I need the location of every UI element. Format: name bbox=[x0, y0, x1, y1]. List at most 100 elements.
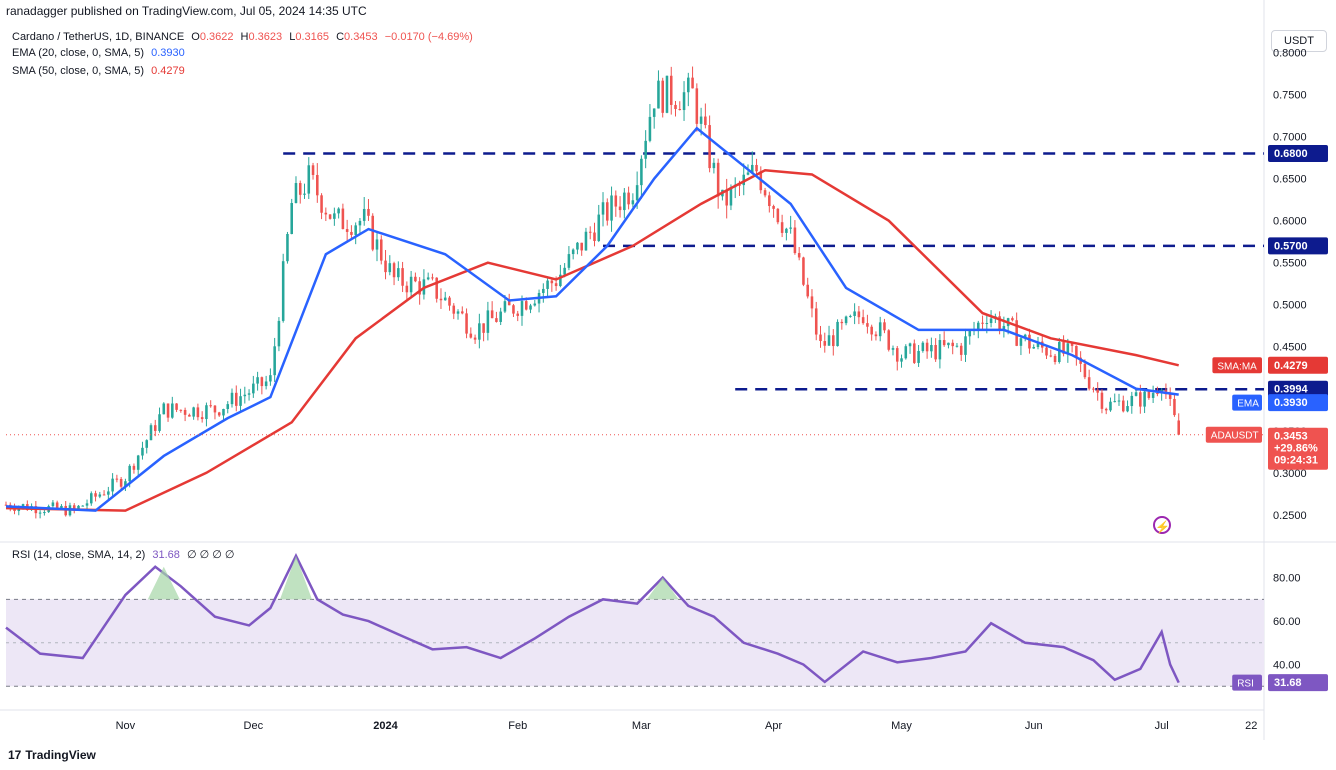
candle-body bbox=[111, 478, 114, 492]
sma-legend[interactable]: SMA (50, close, 0, SMA, 5) 0.4279 bbox=[12, 65, 185, 77]
candle-body bbox=[682, 92, 686, 111]
change-value: −0.0170 (−4.69%) bbox=[384, 31, 473, 43]
symbol-name[interactable]: Cardano / TetherUS, 1D, BINANCE bbox=[12, 31, 185, 43]
rsi-legend[interactable]: RSI (14, close, SMA, 14, 2) 31.68 ∅ ∅ ∅ … bbox=[12, 548, 234, 561]
candle-body bbox=[712, 162, 716, 169]
time-tick-label: Apr bbox=[765, 720, 782, 732]
candle-body bbox=[1053, 355, 1057, 363]
candle-body bbox=[1011, 318, 1014, 321]
candle-body bbox=[439, 298, 443, 301]
candle-body bbox=[806, 284, 809, 297]
candle-body bbox=[814, 308, 818, 335]
candle-body bbox=[260, 377, 264, 387]
high-label: H bbox=[240, 31, 249, 43]
level-price-tag: 0.3994 bbox=[1274, 384, 1309, 396]
candle-body bbox=[375, 239, 379, 250]
candle-body bbox=[230, 392, 234, 405]
candle-body bbox=[1083, 363, 1087, 378]
footer-brand[interactable]: 17 TradingView bbox=[8, 748, 96, 762]
currency-button[interactable]: USDT bbox=[1271, 30, 1327, 52]
candle-body bbox=[601, 202, 605, 215]
candle-body bbox=[844, 316, 848, 324]
ema-legend[interactable]: EMA (20, close, 0, SMA, 5) 0.3930 bbox=[12, 47, 185, 59]
candle-body bbox=[64, 505, 67, 516]
candle-body bbox=[772, 206, 775, 209]
candle-body bbox=[209, 405, 212, 407]
candle-body bbox=[350, 231, 353, 235]
candle-body bbox=[1117, 400, 1121, 402]
candle-body bbox=[857, 311, 861, 318]
candle-body bbox=[708, 125, 711, 169]
candle-body bbox=[303, 193, 306, 195]
candle-body bbox=[1045, 347, 1048, 356]
candle-body bbox=[179, 409, 183, 411]
rsi-price-tag: 31.68 bbox=[1274, 677, 1302, 689]
candle-body bbox=[1109, 401, 1112, 411]
candle-body bbox=[1062, 342, 1065, 354]
candle-body bbox=[388, 263, 392, 273]
candle-body bbox=[546, 280, 549, 289]
candle-body bbox=[426, 277, 430, 280]
rsi-name-tag: RSI bbox=[1237, 679, 1254, 690]
candle-body bbox=[1070, 343, 1074, 346]
candle-body bbox=[1092, 388, 1095, 390]
close-value: 0.3453 bbox=[344, 31, 378, 43]
candle-body bbox=[316, 174, 319, 196]
candle-body bbox=[669, 75, 673, 105]
candle-body bbox=[102, 494, 106, 496]
candle-body bbox=[252, 383, 255, 394]
candle-body bbox=[925, 342, 929, 352]
candle-body bbox=[379, 239, 383, 261]
candle-body bbox=[610, 195, 613, 221]
candle-body bbox=[977, 322, 980, 330]
time-tick-label: May bbox=[891, 720, 912, 732]
candle-body bbox=[584, 231, 588, 251]
candle-body bbox=[895, 348, 899, 362]
ema-label: EMA (20, close, 0, SMA, 5) bbox=[12, 47, 145, 59]
ema-value: 0.3930 bbox=[151, 47, 185, 59]
candle-body bbox=[836, 321, 839, 347]
candle-body bbox=[384, 260, 387, 273]
rsi-name-tag-bg bbox=[1232, 674, 1262, 691]
candle-body bbox=[243, 394, 247, 397]
candle-body bbox=[328, 214, 332, 219]
candle-body bbox=[192, 407, 195, 417]
candle-body bbox=[917, 350, 920, 363]
candle-body bbox=[550, 280, 554, 284]
candle-body bbox=[200, 417, 204, 420]
candle-body bbox=[554, 283, 558, 287]
candle-body bbox=[128, 465, 131, 482]
price-tick-label: 0.4500 bbox=[1273, 342, 1307, 354]
candle-body bbox=[1100, 392, 1104, 409]
candle-body bbox=[793, 227, 797, 254]
candle-body bbox=[431, 277, 434, 279]
candle-body bbox=[887, 330, 891, 350]
candle-body bbox=[1113, 401, 1117, 403]
candle-body bbox=[324, 212, 328, 215]
time-tick-label: Mar bbox=[632, 720, 651, 732]
candle-body bbox=[900, 358, 903, 362]
close-label: C bbox=[336, 31, 345, 43]
candle-body bbox=[866, 323, 869, 327]
candle-body bbox=[580, 242, 583, 251]
time-tick-label: 2024 bbox=[373, 720, 398, 732]
candle-body bbox=[490, 310, 494, 319]
candle-body bbox=[264, 381, 268, 387]
candle-body bbox=[542, 288, 545, 293]
open-value: 0.3622 bbox=[199, 31, 234, 43]
candle-body bbox=[286, 234, 289, 262]
candle-body bbox=[401, 268, 404, 286]
price-tick-label: 0.6000 bbox=[1273, 216, 1307, 228]
lightning-circle-icon[interactable]: ⚡ bbox=[1153, 516, 1171, 534]
candle-body bbox=[256, 377, 259, 384]
rsi-value: 31.68 bbox=[152, 549, 180, 561]
candle-body bbox=[567, 254, 571, 268]
candle-body bbox=[785, 228, 788, 233]
candle-body bbox=[947, 342, 950, 346]
candle-body bbox=[234, 392, 238, 406]
candle-body bbox=[674, 104, 677, 110]
candle-body bbox=[405, 285, 409, 293]
candle-body bbox=[149, 425, 153, 441]
price-tick-label: 0.7500 bbox=[1273, 90, 1307, 102]
